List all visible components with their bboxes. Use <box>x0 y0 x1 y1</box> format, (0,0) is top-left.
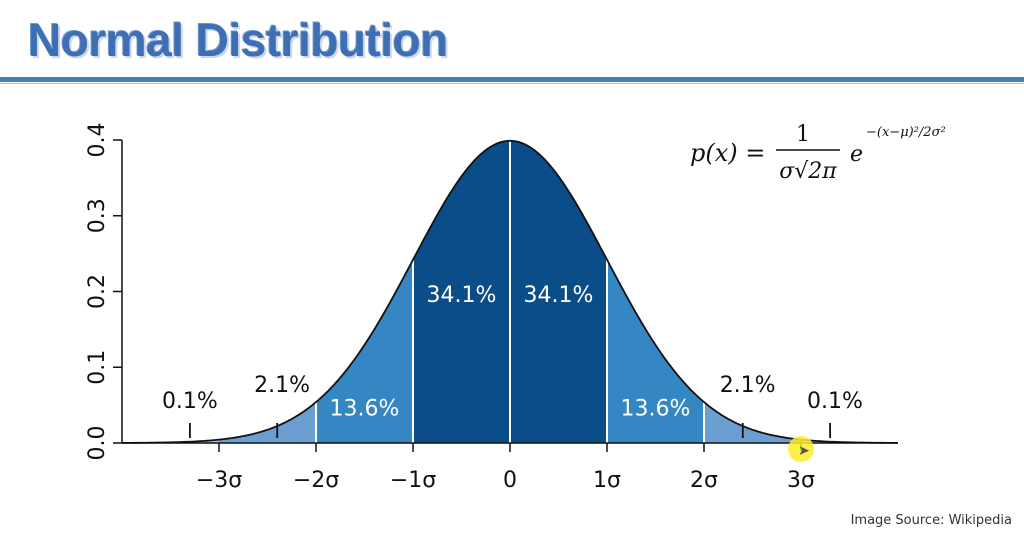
percent-label-6: 2.1% <box>720 373 776 398</box>
percent-labels: 0.1% 2.1% 13.6% 34.1% 34.1% 13.6% 2.1% 0.1% <box>162 283 863 422</box>
band-5 <box>704 402 801 443</box>
page-title: Normal Distribution <box>28 14 448 66</box>
y-tick-label-4: 0.4 <box>85 123 110 158</box>
percent-label-1: 2.1% <box>254 373 310 398</box>
percent-label-5: 13.6% <box>621 397 691 422</box>
axes: 0.0 0.1 0.2 0.3 0.4 −3σ −2σ −1σ 0 1σ 2σ 3σ <box>85 123 898 493</box>
x-tick-label-0: −3σ <box>196 468 242 493</box>
mouse-cursor-icon: ➤ <box>798 443 810 459</box>
formula-denominator: σ√2π <box>779 159 837 184</box>
x-tick-label-3: 0 <box>503 468 517 493</box>
formula-lhs: p(x) = <box>690 139 765 167</box>
percent-label-4: 34.1% <box>524 283 594 308</box>
density-formula: p(x) = 1 σ√2π e −(x−μ)²/2σ² <box>690 122 946 184</box>
percent-label-3: 34.1% <box>427 283 497 308</box>
title-divider <box>0 77 1024 82</box>
percent-label-7: 0.1% <box>807 389 863 414</box>
band-dividers <box>315 140 705 443</box>
x-tick-label-5: 2σ <box>690 468 718 493</box>
percent-label-2: 13.6% <box>330 397 400 422</box>
density-curve <box>121 139 899 444</box>
x-tick-label-4: 1σ <box>593 468 621 493</box>
x-tick-label-6: 3σ <box>787 468 815 493</box>
cursor-highlight <box>788 436 814 462</box>
formula-base: e <box>850 142 863 167</box>
formula-exponent: −(x−μ)²/2σ² <box>866 125 946 140</box>
percent-label-0: 0.1% <box>162 389 218 414</box>
band-0 <box>219 402 316 443</box>
y-tick-label-0: 0.0 <box>85 426 110 461</box>
y-tick-label-1: 0.1 <box>85 350 110 385</box>
y-tick-label-3: 0.3 <box>85 198 110 233</box>
x-tick-label-1: −2σ <box>293 468 339 493</box>
image-source-note: Image Source: Wikipedia <box>850 513 1012 528</box>
x-tick-label-2: −1σ <box>390 468 436 493</box>
y-tick-label-2: 0.2 <box>85 274 110 309</box>
formula-numerator: 1 <box>796 122 810 147</box>
title-divider-thin <box>0 83 1024 84</box>
